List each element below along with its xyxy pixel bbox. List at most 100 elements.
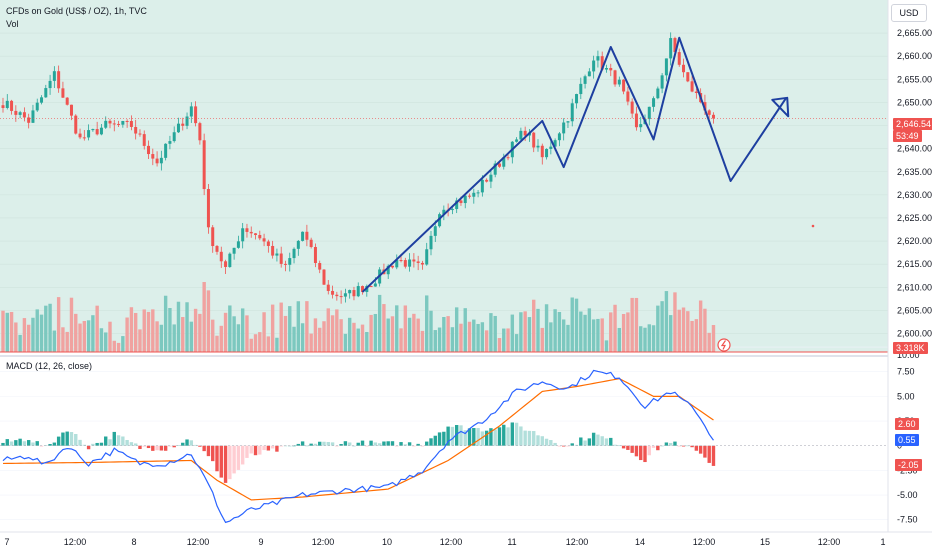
macd-histogram-bar (61, 432, 65, 446)
volume-bar (407, 317, 412, 352)
macd-tick-label: 5.00 (897, 391, 915, 401)
volume-bar (613, 304, 617, 352)
candle-body (82, 137, 86, 139)
volume-bar (544, 304, 549, 352)
macd-histogram-bar (35, 441, 39, 446)
macd-histogram-bar (309, 443, 313, 446)
candle-body (40, 97, 44, 103)
candle-body (232, 247, 236, 254)
time-tick-label: 12:00 (64, 537, 87, 547)
candle-body (258, 234, 262, 239)
volume-value-badge: 3.318K (893, 342, 928, 354)
macd-histogram-bar (429, 438, 433, 446)
candle-body (138, 133, 142, 135)
macd-histogram-bar (116, 435, 121, 446)
candle-body (18, 112, 22, 115)
macd-histogram-bar (245, 445, 249, 458)
candle-body (463, 195, 467, 204)
volume-bar (172, 324, 176, 352)
macd-histogram-bar (570, 443, 574, 446)
macd-histogram-bar (484, 430, 489, 446)
macd-legend[interactable]: MACD (12, 26, close) (6, 361, 93, 371)
volume-bar (514, 334, 519, 352)
macd-histogram-bar (339, 444, 343, 446)
volume-bar (48, 303, 52, 352)
volume-bar (9, 311, 14, 352)
alert-icon[interactable] (717, 338, 731, 352)
macd-histogram-bar (561, 445, 566, 447)
candle-body (652, 98, 656, 107)
macd-histogram-bar (48, 444, 52, 446)
volume-bar (566, 324, 570, 352)
volume-bar (609, 312, 613, 352)
candle-body (412, 259, 416, 262)
candle-body (117, 123, 121, 125)
volume-bar (549, 322, 553, 352)
candle-body (224, 261, 228, 267)
candle-body (664, 58, 668, 76)
volume-bar (339, 319, 343, 352)
price-axis[interactable]: 2,600.000 2,605.000 2,610.000 2,615.000 2,62… (897, 28, 932, 338)
macd-histogram-bar (664, 442, 669, 446)
macd-line (2, 369, 714, 524)
macd-histogram-bar (416, 443, 420, 446)
volume-bar (681, 307, 686, 352)
volume-bar (35, 309, 39, 352)
volume-bar (416, 318, 420, 352)
candle-body (266, 241, 270, 246)
volume-bar (450, 327, 455, 352)
candle-body (331, 290, 335, 295)
volume-bar (677, 309, 681, 352)
macd-histogram-bar (626, 445, 630, 450)
macd-histogram-bar (686, 445, 690, 447)
volume-bar (108, 321, 112, 352)
volume-bar (587, 308, 592, 352)
volume-bar (129, 307, 134, 352)
currency-button[interactable]: USD (891, 4, 927, 22)
projection-path-drawing[interactable] (361, 36, 788, 293)
macd-histogram-bar (155, 445, 159, 451)
candle-body (549, 146, 553, 149)
macd-histogram-bar (356, 442, 360, 446)
volume-bar (318, 327, 322, 352)
price-tick-label: 2,630.000 (897, 190, 932, 200)
volume-bar (583, 314, 587, 352)
macd-histogram-bar (129, 442, 134, 446)
time-axis[interactable]: 7 12:00 8 12:00 9 12:00 10 12:00 11 12:00 14 12:00 1… (4, 537, 885, 547)
signal-value-badge: 2.60 (895, 418, 919, 430)
candle-body (515, 139, 519, 142)
volume-bar (176, 301, 181, 352)
volume-bar (288, 306, 292, 352)
candle-body (313, 246, 317, 264)
macd-histogram-bar (707, 445, 711, 463)
volume-bar (369, 314, 373, 352)
candle-body (65, 97, 69, 105)
macd-histogram-bar (668, 442, 673, 446)
macd-histogram-bar (86, 445, 91, 450)
candle-body (596, 56, 600, 61)
macd-histogram-bar (138, 445, 142, 450)
volume-bar (245, 315, 249, 352)
macd-histogram-bar (69, 432, 74, 446)
volume-bar (163, 295, 168, 352)
volume-bar (395, 305, 399, 352)
volume-bar (502, 328, 506, 352)
macd-histogram-bar (694, 445, 699, 451)
candle-body (617, 79, 621, 85)
macd-histogram-bar (249, 445, 253, 454)
macd-histogram-bar (31, 442, 35, 446)
volume-bar (390, 316, 395, 352)
macd-histogram-bar (425, 441, 429, 446)
volume-bar (472, 319, 476, 352)
candle-body (202, 140, 206, 190)
macd-value-badge: 0.55 (895, 434, 919, 446)
macd-histogram-bar (78, 439, 82, 446)
symbol-title[interactable]: CFDs on Gold (US$ / OZ), 1h, TVC (6, 6, 147, 16)
candle-body (147, 145, 151, 155)
macd-histogram-bar (472, 428, 476, 446)
candle-body (57, 71, 61, 89)
volume-legend[interactable]: Vol (6, 19, 19, 29)
price-tick-label: 2,640.000 (897, 144, 932, 154)
